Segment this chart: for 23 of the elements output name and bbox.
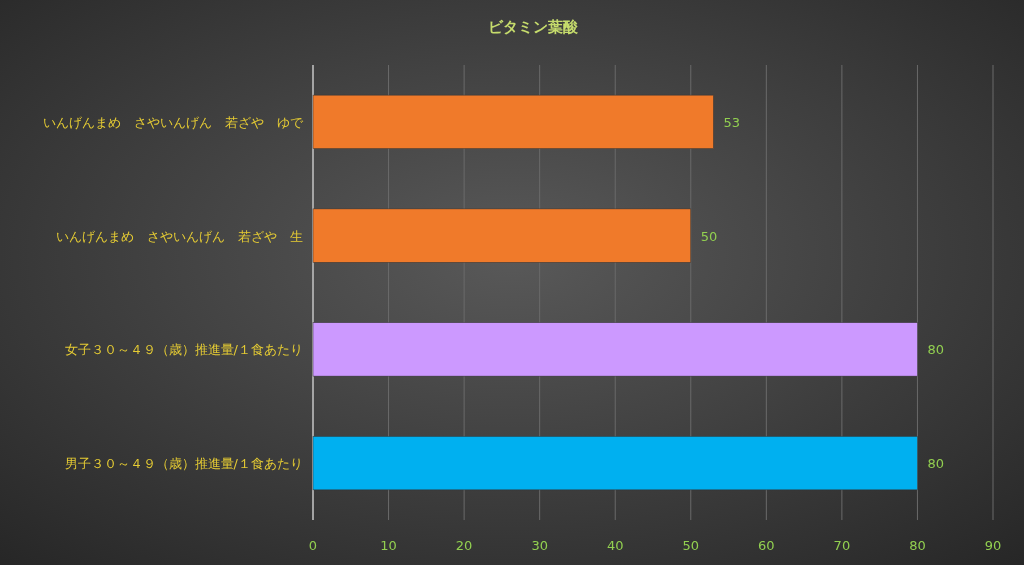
data-label: 80: [927, 342, 944, 358]
y-tick-label: いんげんまめ さやいんげん 若ざや ゆで: [43, 114, 304, 130]
x-tick-label: 60: [758, 538, 775, 553]
x-tick-label: 50: [682, 538, 700, 553]
bar: [312, 208, 692, 263]
x-tick-label: 80: [909, 538, 926, 553]
x-tick-label: 20: [455, 538, 473, 553]
bar: [312, 322, 918, 377]
y-tick-label: 男子３０～４９（歳）推進量/１食あたり: [64, 456, 303, 472]
x-tick-label: 10: [380, 538, 397, 553]
x-tick-label: 30: [531, 538, 548, 553]
chart-title: ビタミン葉酸: [488, 18, 579, 36]
x-tick-label: 70: [833, 538, 851, 553]
x-tick-label: 0: [308, 538, 318, 553]
data-label: 53: [723, 114, 740, 130]
x-tick-label: 40: [606, 538, 624, 553]
data-label: 80: [927, 456, 944, 472]
data-label: 50: [700, 228, 718, 244]
bar: [312, 94, 714, 149]
y-tick-label: いんげんまめ さやいんげん 若ざや 生: [56, 228, 303, 244]
bar: [312, 436, 918, 491]
y-tick-label: 女子３０～４９（歳）推進量/１食あたり: [64, 342, 303, 358]
x-tick-label: 90: [984, 538, 1002, 553]
